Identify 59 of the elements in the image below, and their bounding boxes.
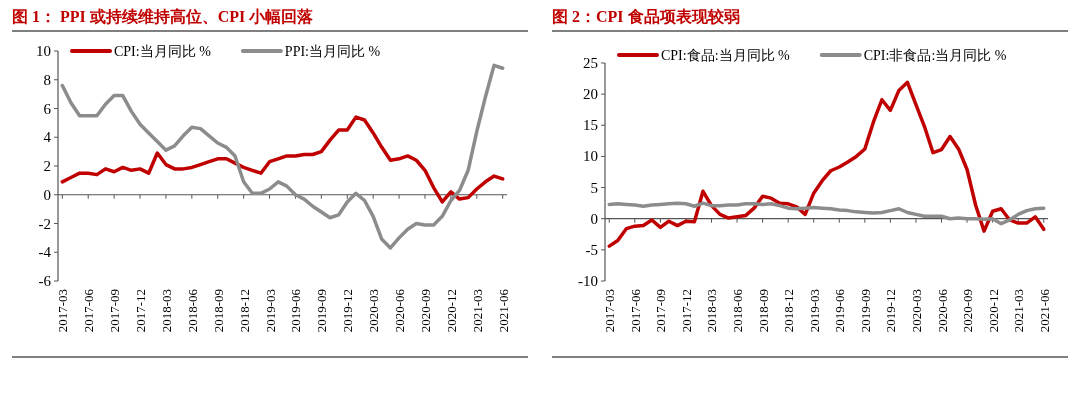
- x-tick-label: 2020-09: [960, 289, 976, 333]
- y-tick-label: 0: [590, 210, 598, 227]
- x-tick-label: 2021-03: [1011, 289, 1027, 333]
- y-tick-label: 0: [43, 186, 51, 203]
- y-tick-label: 4: [43, 129, 52, 146]
- legend-label: CPI:非食品:当月同比 %: [863, 48, 1007, 63]
- x-tick-label: 2020-03: [908, 289, 924, 333]
- y-tick-label: -6: [38, 273, 52, 289]
- x-tick-label: 2017-12: [678, 289, 694, 333]
- y-tick-label: -4: [38, 244, 52, 261]
- x-tick-label: 2017-03: [55, 289, 71, 333]
- x-tick-label: 2018-06: [730, 288, 746, 333]
- x-tick-label: 2018-09: [210, 289, 226, 333]
- x-tick-label: 2017-06: [81, 288, 97, 333]
- y-tick-label: 15: [583, 117, 598, 134]
- x-tick-label: 2018-12: [781, 289, 797, 333]
- y-tick-label: 8: [43, 71, 51, 88]
- legend-label: PPI:当月同比 %: [284, 44, 381, 59]
- y-tick-label: 10: [583, 148, 598, 165]
- x-tick-label: 2020-09: [417, 289, 433, 333]
- y-tick-label: 20: [583, 86, 598, 103]
- x-tick-label: 2017-09: [653, 289, 669, 333]
- x-tick-label: 2019-09: [314, 289, 330, 333]
- x-tick-label: 2021-03: [469, 289, 485, 333]
- x-tick-label: 2019-03: [806, 289, 822, 333]
- legend-label: CPI:当月同比 %: [114, 44, 212, 59]
- x-tick-label: 2017-12: [133, 289, 149, 333]
- x-tick-label: 2019-12: [883, 289, 899, 333]
- x-tick-label: 2017-03: [602, 289, 618, 333]
- x-tick-label: 2018-09: [755, 289, 771, 333]
- x-tick-label: 2020-06: [392, 288, 408, 333]
- x-tick-label: 2017-06: [627, 288, 643, 333]
- x-tick-label: 2019-03: [262, 289, 278, 333]
- y-tick-label: 6: [43, 100, 52, 117]
- y-tick-label: 5: [590, 179, 598, 196]
- y-tick-label: 25: [583, 55, 598, 71]
- x-tick-label: 2018-06: [184, 288, 200, 333]
- chart-title: 图 1： PPI 或持续维持高位、CPI 小幅回落: [12, 7, 314, 25]
- x-tick-label: 2017-09: [107, 289, 123, 333]
- x-tick-label: 2020-12: [443, 289, 459, 333]
- x-tick-label: 2019-06: [288, 288, 304, 333]
- y-tick-label: -5: [585, 241, 598, 258]
- x-tick-label: 2018-12: [236, 289, 252, 333]
- y-tick-label: 2: [43, 158, 51, 174]
- chart-title: 图 2：CPI 食品项表现较弱: [552, 8, 740, 25]
- legend-label: CPI:食品:当月同比 %: [661, 48, 791, 63]
- x-tick-label: 2019-12: [340, 289, 356, 333]
- x-tick-label: 2018-03: [158, 289, 174, 333]
- y-tick-label: -2: [38, 215, 51, 232]
- y-tick-label: -10: [578, 273, 598, 289]
- x-tick-label: 2020-12: [985, 289, 1001, 333]
- x-tick-label: 2020-06: [934, 288, 950, 333]
- x-tick-label: 2019-06: [832, 288, 848, 333]
- x-tick-label: 2019-09: [857, 289, 873, 333]
- x-tick-label: 2020-03: [366, 289, 382, 333]
- x-tick-label: 2021-06: [495, 288, 511, 333]
- x-tick-label: 2021-06: [1036, 288, 1052, 333]
- y-tick-label: 10: [36, 43, 51, 59]
- x-tick-label: 2018-03: [704, 289, 720, 333]
